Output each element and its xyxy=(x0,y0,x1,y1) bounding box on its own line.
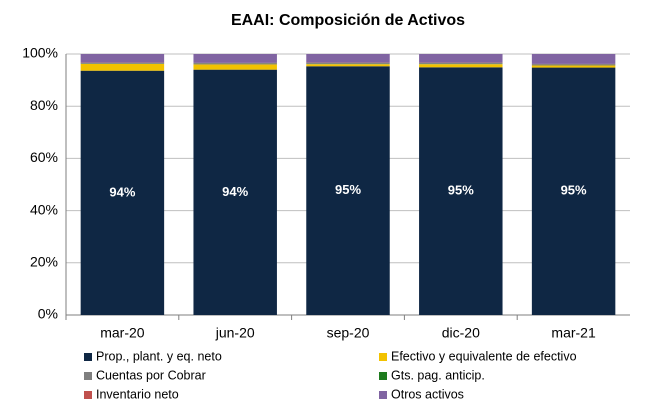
x-tick-label: mar-20 xyxy=(100,325,145,341)
bar-segment xyxy=(193,63,277,65)
bar-segment xyxy=(306,66,390,315)
legend-label: Prop., plant. y eq. neto xyxy=(96,349,222,363)
bar-segment xyxy=(419,64,503,68)
x-tick-label: dic-20 xyxy=(442,325,480,341)
bar-segment xyxy=(306,64,390,67)
x-tick-label: sep-20 xyxy=(327,325,370,341)
bar-segment xyxy=(80,63,165,64)
x-tick-label: jun-20 xyxy=(215,325,255,341)
bar-segment xyxy=(531,64,616,66)
legend-swatch xyxy=(84,372,92,380)
legend-label: Gts. pag. anticip. xyxy=(391,368,485,382)
legend-swatch xyxy=(379,391,387,399)
y-tick-label: 60% xyxy=(30,149,58,165)
bar-segment xyxy=(80,54,165,63)
bar-segment xyxy=(193,69,277,315)
data-label: 94% xyxy=(222,184,248,199)
y-tick-label: 100% xyxy=(22,45,58,61)
bar-segment xyxy=(531,54,616,64)
legend-label: Otros activos xyxy=(391,387,464,401)
bar-segment xyxy=(80,70,165,315)
bar-segment xyxy=(193,64,277,70)
legend-swatch xyxy=(84,353,92,361)
bar-segment xyxy=(531,67,616,316)
data-label: 95% xyxy=(448,183,474,198)
y-tick-label: 20% xyxy=(30,254,58,270)
legend-label: Cuentas por Cobrar xyxy=(96,368,206,382)
bar-segment xyxy=(419,67,503,315)
bar-segment xyxy=(419,54,503,63)
legend-label: Inventario neto xyxy=(96,387,179,401)
y-tick-label: 80% xyxy=(30,97,58,113)
data-label: 95% xyxy=(561,183,587,198)
bar-segment xyxy=(193,54,277,63)
data-label: 94% xyxy=(109,184,135,199)
bar-segment xyxy=(531,65,616,68)
bar-segment xyxy=(419,63,503,65)
chart-title: EAAI: Composición de Activos xyxy=(231,12,465,29)
bar-segment xyxy=(80,63,165,71)
data-label: 95% xyxy=(335,182,361,197)
x-tick-label: mar-21 xyxy=(551,325,596,341)
legend-swatch xyxy=(84,391,92,399)
bar-segment xyxy=(306,63,390,65)
y-tick-label: 40% xyxy=(30,201,58,217)
y-tick-label: 0% xyxy=(38,306,58,322)
legend-label: Efectivo y equivalente de efectivo xyxy=(391,349,577,363)
bar-segment xyxy=(306,54,390,63)
legend-swatch xyxy=(379,353,387,361)
legend-swatch xyxy=(379,372,387,380)
